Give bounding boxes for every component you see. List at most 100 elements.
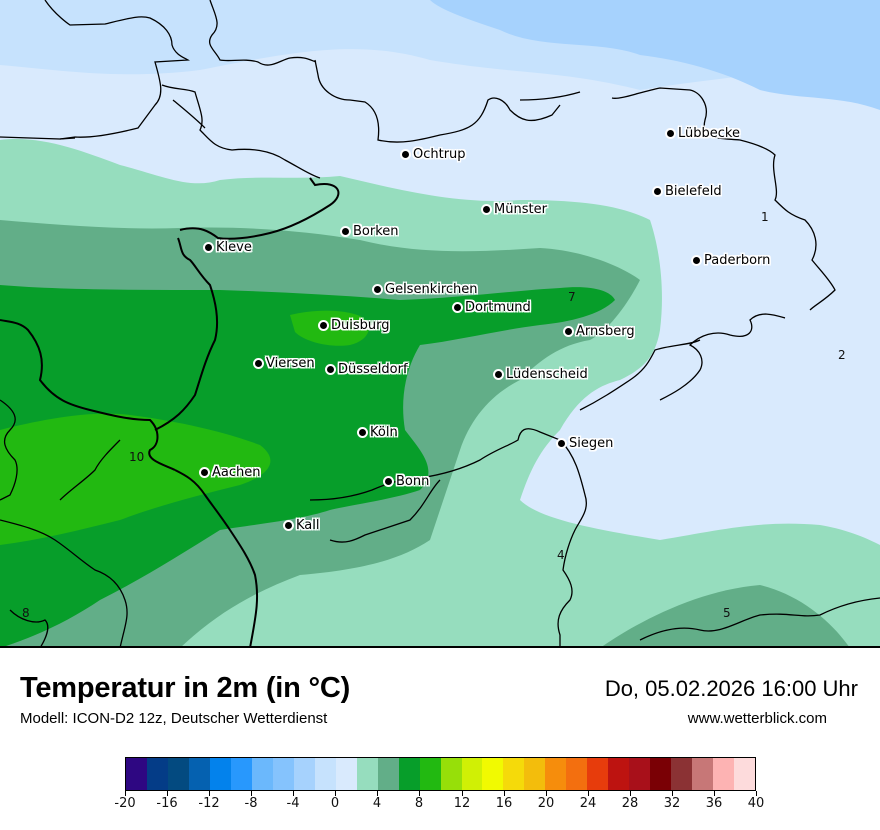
city-dot-icon — [374, 286, 381, 293]
colorbar-tick-mark — [167, 791, 168, 796]
contour-label: 1 — [761, 210, 769, 224]
city-marker-luebbecke: Lübbecke — [667, 126, 740, 141]
colorbar-tick-mark — [209, 791, 210, 796]
city-dot-icon — [327, 366, 334, 373]
colorbar-swatch — [440, 758, 462, 790]
colorbar-tick-label: -20 — [114, 796, 136, 811]
colorbar-swatch — [146, 758, 168, 790]
city-dot-icon — [454, 304, 461, 311]
city-dot-icon — [558, 440, 565, 447]
colorbar-swatch — [503, 758, 525, 790]
colorbar-swatch — [356, 758, 378, 790]
city-marker-gelsenkirchen: Gelsenkirchen — [374, 282, 478, 297]
colorbar-tick-mark — [756, 791, 757, 796]
colorbar-swatch — [167, 758, 189, 790]
forecast-datetime: Do, 05.02.2026 16:00 Uhr — [604, 676, 858, 701]
city-marker-aachen: Aachen — [201, 465, 260, 480]
contour-label: 4 — [557, 548, 565, 562]
city-marker-duesseldorf: Düsseldorf — [327, 362, 408, 377]
colorbar-swatch — [692, 758, 714, 790]
colorbar-tick-label: 20 — [537, 796, 555, 811]
city-dot-icon — [205, 244, 212, 251]
colorbar-tick-mark — [335, 791, 336, 796]
colorbar-tick-label: -12 — [198, 796, 220, 811]
chart-title: Temperatur in 2m (in °C) — [20, 672, 351, 704]
city-dot-icon — [255, 360, 262, 367]
temperature-field — [0, 0, 880, 646]
colorbar-tick-mark — [546, 791, 547, 796]
city-dot-icon — [402, 151, 409, 158]
contour-label: 10 — [129, 450, 145, 464]
colorbar-tick-label: 40 — [747, 796, 765, 811]
colorbar-swatch — [629, 758, 651, 790]
colorbar-tick-label: 32 — [663, 796, 681, 811]
city-dot-icon — [565, 328, 572, 335]
city-dot-icon — [342, 228, 349, 235]
city-marker-dortmund: Dortmund — [454, 300, 531, 315]
colorbar-swatch — [545, 758, 567, 790]
colorbar-tick-label: -16 — [156, 796, 178, 811]
colorbar-swatch — [188, 758, 210, 790]
city-dot-icon — [654, 188, 661, 195]
colorbar-swatch — [524, 758, 546, 790]
city-marker-bonn: Bonn — [385, 474, 429, 489]
colorbar-tick-label: -4 — [286, 796, 300, 811]
colorbar-tick-mark — [419, 791, 420, 796]
colorbar-swatch — [566, 758, 588, 790]
city-marker-bielefeld: Bielefeld — [654, 184, 722, 199]
contour-label: 7 — [568, 290, 576, 304]
city-marker-koeln: Köln — [359, 425, 398, 440]
colorbar-tick-mark — [251, 791, 252, 796]
contour-label: 8 — [22, 606, 30, 620]
colorbar-swatch — [335, 758, 357, 790]
colorbar-tick-mark — [504, 791, 505, 796]
city-marker-siegen: Siegen — [558, 436, 613, 451]
contour-label: 2 — [838, 348, 846, 362]
city-marker-duisburg: Duisburg — [320, 318, 390, 333]
colorbar-swatch — [419, 758, 441, 790]
colorbar-swatch — [398, 758, 420, 790]
city-dot-icon — [385, 478, 392, 485]
colorbar-tick-label: 12 — [453, 796, 471, 811]
city-marker-luedenscheid: Lüdenscheid — [495, 367, 588, 382]
city-marker-kleve: Kleve — [205, 240, 252, 255]
colorbar-swatch — [314, 758, 336, 790]
city-dot-icon — [320, 322, 327, 329]
city-marker-paderborn: Paderborn — [693, 253, 770, 268]
city-dot-icon — [495, 371, 502, 378]
colorbar-swatch — [461, 758, 483, 790]
website-link[interactable]: www.wetterblick.com — [687, 710, 827, 727]
colorbar-tick-label: -8 — [244, 796, 258, 811]
colorbar-tick-mark — [714, 791, 715, 796]
colorbar-tick-label: 24 — [579, 796, 597, 811]
city-dot-icon — [667, 130, 674, 137]
colorbar-tick-mark — [125, 791, 126, 796]
colorbar-swatch — [671, 758, 693, 790]
temperature-map: Ochtrup Lübbecke Bielefeld Münster Borke… — [0, 0, 880, 648]
city-marker-ochtrup: Ochtrup — [402, 147, 466, 162]
colorbar-swatch — [272, 758, 294, 790]
colorbar-swatch — [126, 758, 147, 790]
city-dot-icon — [483, 206, 490, 213]
colorbar-swatch — [608, 758, 630, 790]
temperature-colorbar — [125, 757, 756, 791]
colorbar-tick-label: 8 — [414, 796, 424, 811]
city-dot-icon — [693, 257, 700, 264]
colorbar-tick-mark — [588, 791, 589, 796]
colorbar-swatch — [251, 758, 273, 790]
colorbar-ticks: -20 -16 -12 -8 -4 0 4 8 12 16 20 24 28 32 36 40 — [114, 791, 764, 821]
colorbar-swatch — [713, 758, 735, 790]
colorbar-tick-label: 0 — [330, 796, 340, 811]
colorbar-swatch — [482, 758, 504, 790]
city-marker-viersen: Viersen — [255, 356, 315, 371]
colorbar-tick-mark — [462, 791, 463, 796]
colorbar-swatch — [587, 758, 609, 790]
colorbar-tick-label: 28 — [621, 796, 639, 811]
colorbar-swatch — [209, 758, 231, 790]
city-dot-icon — [285, 522, 292, 529]
colorbar-tick-mark — [630, 791, 631, 796]
city-dot-icon — [359, 429, 366, 436]
colorbar-swatch — [377, 758, 399, 790]
colorbar-tick-mark — [293, 791, 294, 796]
colorbar-tick-label: 16 — [495, 796, 513, 811]
